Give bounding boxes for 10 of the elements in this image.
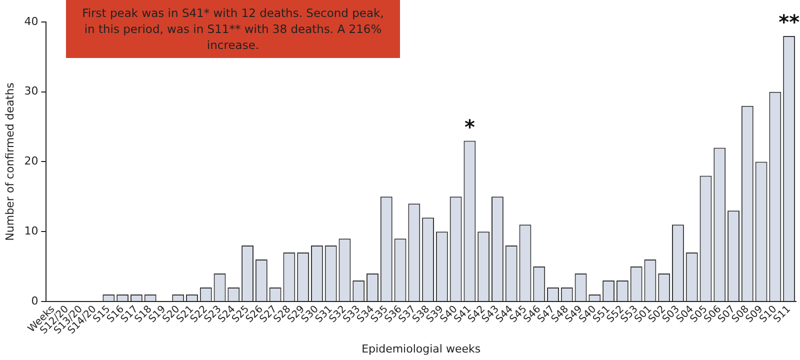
y-tick-label: 40 [24, 14, 38, 28]
y-tick-label: 30 [24, 84, 38, 98]
annotation: First peak was in S41* with 12 deaths. Second peak, in this period, was in S11** with 38 deaths. A 216% increase. [66, 0, 400, 58]
y-tick-label: 10 [24, 224, 38, 238]
x-axis-title: Epidemiologial weeks [362, 342, 481, 356]
annotation: ** [778, 10, 800, 34]
annotation: * [464, 114, 476, 139]
y-axis-title: Number of confirmed deaths [3, 82, 16, 241]
y-tick-label: 0 [31, 294, 38, 308]
y-tick-label: 20 [24, 154, 38, 168]
